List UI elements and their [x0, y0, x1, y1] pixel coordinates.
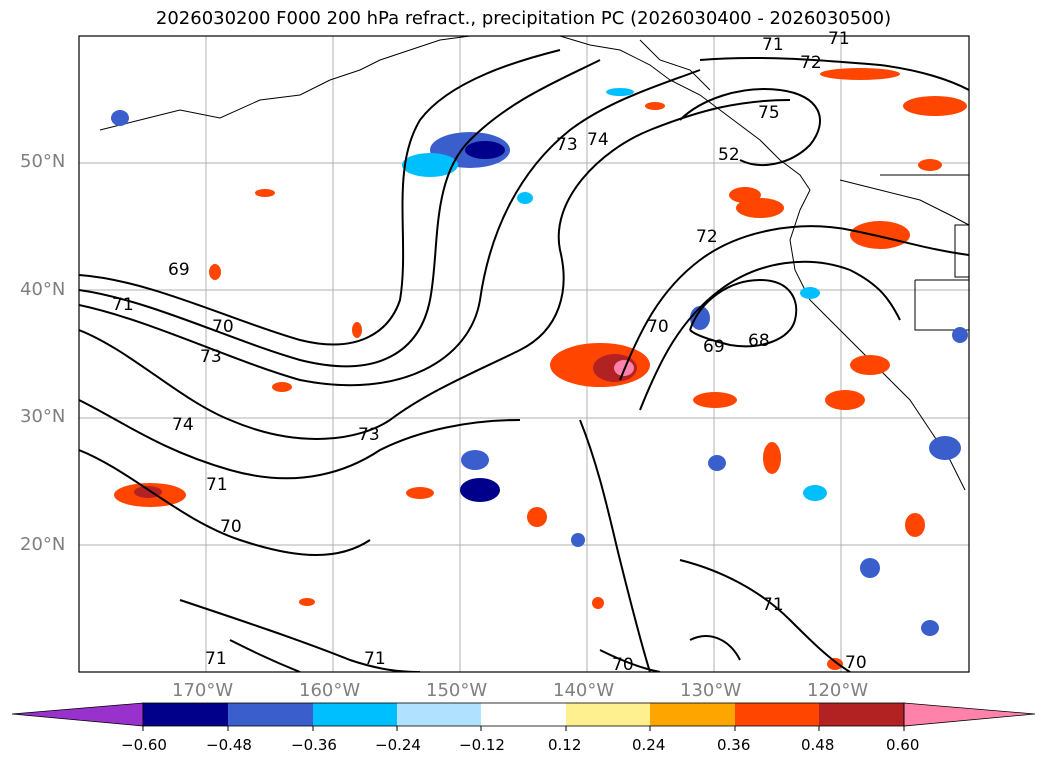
colorbar-tick-label: −0.24 [375, 736, 421, 754]
colorbar-extend-right [903, 702, 1036, 727]
colorbar-tick-label: 0.24 [632, 736, 666, 754]
precip-positive [114, 68, 967, 670]
colorbar-frame [142, 702, 905, 727]
colorbar-swatch [650, 703, 735, 726]
contour-label: 69 [168, 260, 190, 280]
lon-label: 160°W [299, 680, 361, 701]
contour-label: 72 [800, 53, 822, 73]
contour-label-group: 71 71 72 75 73 74 52 72 69 71 70 73 74 7… [112, 29, 867, 675]
contour-label: 75 [758, 103, 780, 123]
lat-label: 30°N [20, 406, 66, 427]
contour-label: 71 [206, 475, 228, 495]
colorbar-swatch [228, 703, 313, 726]
contour-label: 74 [172, 415, 194, 435]
colorbar-swatch [735, 703, 819, 726]
colorbar-tick-label: −0.12 [459, 736, 505, 754]
lat-label: 20°N [20, 534, 66, 555]
map-border [78, 35, 970, 673]
contour-label: 71 [364, 649, 386, 669]
colorbar-tick-label: 0.36 [717, 736, 751, 754]
contour-label: 73 [200, 347, 222, 367]
contour-label: 70 [647, 317, 669, 337]
colorbar-tick-label: −0.36 [291, 736, 337, 754]
contour-label: 71 [762, 35, 784, 55]
colorbar-tick-label: 0.48 [801, 736, 835, 754]
contour-label: 74 [587, 130, 609, 150]
contour-label: 70 [212, 317, 234, 337]
colorbar-tick-label: −0.60 [121, 736, 167, 754]
lon-label: 150°W [426, 680, 488, 701]
contour-label: 73 [556, 135, 578, 155]
contour-label: 70 [845, 653, 867, 673]
chart-title: 2026030200 F000 200 hPa refract., precip… [155, 8, 892, 29]
refractivity-contours [79, 49, 969, 672]
colorbar-swatch [481, 703, 566, 726]
contour-label: 73 [358, 425, 380, 445]
lon-label: 140°W [553, 680, 615, 701]
lat-label: 40°N [20, 279, 66, 300]
colorbar-tick-label: −0.48 [206, 736, 252, 754]
contour-label: 71 [828, 29, 850, 49]
colorbar-swatch [397, 703, 481, 726]
lon-label: 130°W [680, 680, 742, 701]
colorbar-tick-label: 0.12 [548, 736, 582, 754]
gridlines [79, 36, 969, 672]
lon-label: 170°W [172, 680, 234, 701]
contour-label: 71 [205, 649, 227, 669]
colorbar [11, 702, 1036, 731]
colorbar-tick-label: 0.60 [886, 736, 920, 754]
colorbar-swatch [566, 703, 650, 726]
contour-label: 69 [703, 337, 725, 357]
precip-negative [111, 88, 968, 636]
colorbar-swatch [313, 703, 397, 726]
contour-label: 52 [718, 145, 740, 165]
colorbar-extend-left [11, 702, 144, 727]
contour-label: 70 [612, 655, 634, 675]
lat-label: 50°N [20, 151, 66, 172]
contour-label: 70 [220, 517, 242, 537]
coastlines [99, 36, 969, 491]
contour-label: 72 [696, 227, 718, 247]
contour-label: 68 [748, 331, 770, 351]
contour-label: 71 [762, 595, 784, 615]
colorbar-swatch [143, 703, 228, 726]
colorbar-swatch [819, 703, 904, 726]
contour-label: 71 [112, 295, 134, 315]
lon-label: 120°W [807, 680, 869, 701]
